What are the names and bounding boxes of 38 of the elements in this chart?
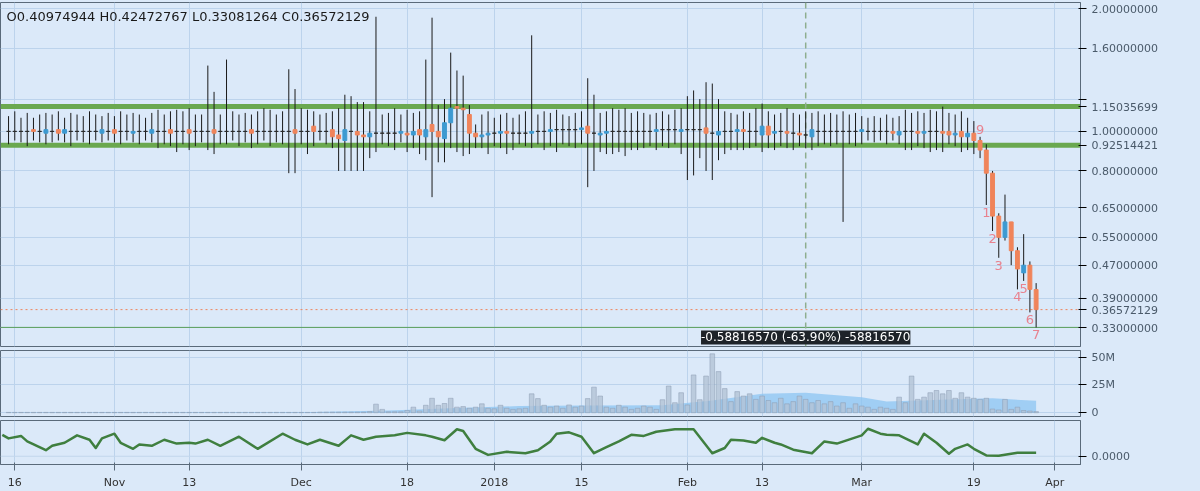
y-tick-label: 0.47000000 xyxy=(1091,259,1158,273)
annotation: 2 xyxy=(988,231,997,246)
x-tick-label: Feb xyxy=(677,475,698,489)
y-tick-label: 0 xyxy=(1091,405,1099,419)
x-tick-label: 19 xyxy=(966,475,981,489)
annotation: 6 xyxy=(1025,312,1035,328)
x-tick-label: Nov xyxy=(103,475,126,489)
x-tick-label: 13 xyxy=(755,475,770,489)
annotation: 1 xyxy=(982,205,991,221)
x-tick-label: Dec xyxy=(290,475,312,489)
y-tick-label: 2.00000000 xyxy=(1091,2,1158,16)
y-tick-label: 0.55000000 xyxy=(1091,231,1158,245)
y-tick-label: 1.00000000 xyxy=(1091,125,1158,139)
annotation: 3 xyxy=(994,257,1003,273)
y-tick-label: 0.33000000 xyxy=(1091,321,1158,335)
y-tick-label: 0.80000000 xyxy=(1091,164,1158,178)
ref-line-label: 1.15035699 xyxy=(1091,100,1158,114)
ref-line-label: 0.36572129 xyxy=(1091,303,1158,317)
x-tick-label: 2018 xyxy=(480,475,509,489)
y-tick-label: 25M xyxy=(1091,378,1115,392)
annotation: 5 xyxy=(1019,280,1028,296)
annotation: 4 xyxy=(1013,289,1022,305)
ref-line-label: 0.92514421 xyxy=(1091,139,1158,153)
x-tick-label: Mar xyxy=(851,475,873,489)
annotation: 9 xyxy=(975,121,985,137)
y-tick-label: 0.39000000 xyxy=(1091,292,1158,306)
x-tick-label: 18 xyxy=(400,475,415,489)
x-tick-label: Apr xyxy=(1045,475,1065,489)
x-tick-label: 15 xyxy=(574,475,589,489)
y-tick-label: 1.60000000 xyxy=(1091,42,1158,56)
x-tick-label: 13 xyxy=(182,475,197,489)
annotation: O0.40974944 H0.42472767 L0.33081264 C0.36572129 xyxy=(6,8,370,24)
y-tick-label: 50M xyxy=(1091,350,1115,364)
annotation: 7 xyxy=(1031,327,1041,343)
y-tick-label: 0.65000000 xyxy=(1091,201,1158,215)
x-tick-label: 16 xyxy=(7,475,22,489)
annotation: -0.58816570 (-63.90%) -58816570 xyxy=(701,330,911,345)
ref-line-label: 0.0000 xyxy=(1091,450,1130,464)
